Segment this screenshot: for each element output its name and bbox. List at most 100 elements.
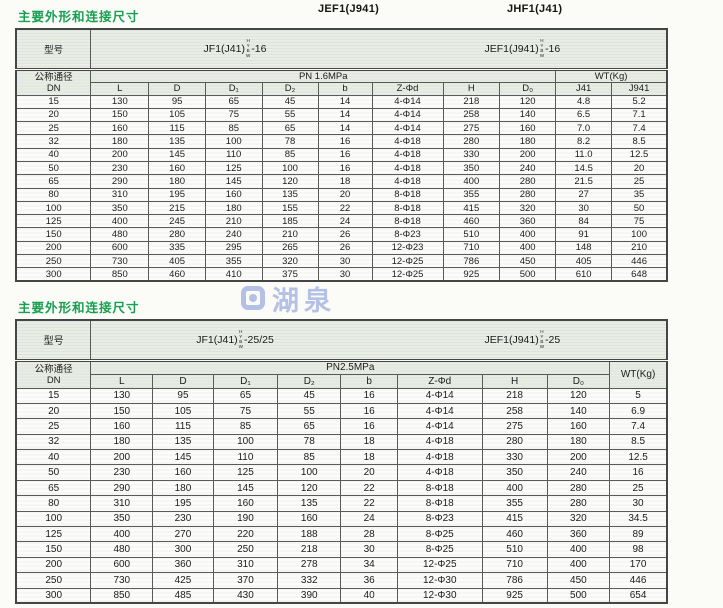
- cell: 6.5: [555, 107, 613, 123]
- cell: 230: [152, 510, 214, 528]
- cell: 180: [148, 174, 206, 189]
- col-D2: D₂: [277, 373, 342, 389]
- cell: 100: [261, 160, 319, 176]
- cell: 12-Φ25: [371, 267, 444, 282]
- cell: 200: [499, 147, 557, 162]
- col-L: L: [90, 373, 154, 389]
- cell: 115: [152, 418, 214, 435]
- table-row: 250 730 425 370 332 36 12-Φ30 786 450 446: [15, 572, 668, 589]
- cell: 21.5: [555, 174, 613, 189]
- table-row: 65 290 180 145 120 22 8-Φ18 400 280 25: [15, 479, 668, 497]
- cell: 16: [340, 418, 398, 435]
- watermark-logo-icon: [241, 286, 265, 310]
- cell: 24: [340, 510, 398, 528]
- pn-header: PN 1.6MPa: [90, 68, 557, 83]
- cell: 230: [90, 160, 150, 176]
- cell: 160: [90, 418, 154, 435]
- table-row: 32 180 135 100 78 16 4-Φ18 280 180 8.2 8.5: [15, 134, 668, 149]
- table-row: 15 130 95 65 45 14 4-Φ14 218 120 4.8 5.2: [15, 94, 668, 109]
- cell: 85: [204, 121, 263, 136]
- cell: 65: [212, 387, 279, 404]
- cell: 22: [340, 495, 398, 512]
- cell: 16: [340, 402, 398, 420]
- cell: 280: [148, 227, 206, 242]
- cell: 16: [317, 147, 373, 162]
- model-suffix: -25/25: [244, 333, 274, 346]
- model-label: 型号: [15, 319, 92, 362]
- cell: 200: [546, 449, 611, 466]
- cell: 34: [340, 556, 398, 574]
- cell: 15: [15, 387, 92, 404]
- cell: 210: [261, 227, 319, 242]
- cell: 405: [148, 254, 206, 269]
- cell: 355: [204, 254, 263, 269]
- table-row: 40 200 145 110 85 18 4-Φ18 330 200 12.5: [15, 449, 668, 466]
- dn-label: 公称通径: [34, 71, 73, 83]
- cell: 330: [481, 449, 548, 466]
- cell: 170: [609, 556, 668, 574]
- cell: 89: [609, 526, 668, 543]
- table-row: 50 230 160 125 100 16 4-Φ18 350 240 14.5 20: [15, 160, 668, 176]
- cell: 34.5: [609, 510, 668, 528]
- table-row: 25 160 115 85 65 16 4-Φ14 275 160 7.4: [15, 418, 668, 435]
- cell: 258: [481, 402, 548, 420]
- cell: 45: [261, 94, 319, 109]
- cell: 310: [90, 187, 150, 202]
- cell: 415: [442, 200, 501, 216]
- cell: 80: [15, 187, 92, 202]
- cell: 7.4: [611, 121, 668, 136]
- cell: 4-Φ18: [396, 449, 483, 466]
- col-b: b: [317, 81, 373, 96]
- cell: 12-Φ30: [396, 587, 483, 604]
- cell: 135: [148, 134, 206, 149]
- col-b: b: [340, 373, 398, 389]
- cell: 480: [90, 227, 150, 242]
- table-row: 20 150 105 75 55 16 4-Φ14 258 140 6.9: [15, 402, 668, 420]
- pressure-row: 公称通径 DN PN2.5MPa WT(Kg): [15, 359, 668, 389]
- cell: 4-Φ18: [396, 464, 483, 481]
- cell: 265: [261, 240, 319, 256]
- cell: 6.9: [609, 402, 668, 420]
- cell: 4-Φ14: [396, 387, 483, 404]
- cell: 160: [212, 495, 279, 512]
- model-prefix: JF1(J41): [203, 42, 245, 55]
- cell: 4-Φ14: [396, 402, 483, 420]
- cell: 330: [442, 147, 501, 162]
- cell: 400: [546, 541, 611, 558]
- cell: 8-Φ25: [396, 526, 483, 543]
- model-suffix: -25: [545, 333, 561, 346]
- cell: 30: [340, 541, 398, 558]
- cell: 80: [15, 495, 92, 512]
- cell: 390: [277, 587, 342, 604]
- model-prefix: JEF1(J941): [484, 333, 539, 346]
- cell: 20: [317, 187, 373, 202]
- cell: 350: [481, 464, 548, 481]
- dn-header: 公称通径 DN: [15, 68, 92, 96]
- stack-letter: H: [239, 329, 243, 335]
- cell: 290: [90, 479, 154, 497]
- cell: 120: [261, 174, 319, 189]
- col-D: D: [152, 373, 214, 389]
- cell: 75: [204, 107, 263, 123]
- cell: 400: [481, 479, 548, 497]
- cell: 40: [340, 587, 398, 604]
- col-D: D: [148, 81, 206, 96]
- cell: 125: [204, 160, 263, 176]
- dn-unit: DN: [46, 374, 61, 386]
- cell: 45: [277, 387, 342, 404]
- cell: 7.4: [609, 418, 668, 435]
- stack-letter: W: [238, 343, 244, 349]
- stack-letter: B: [246, 47, 250, 53]
- cell: 275: [481, 418, 548, 435]
- cell: 28: [340, 526, 398, 543]
- cell: 22: [317, 200, 373, 216]
- pn-header: PN2.5MPa: [90, 359, 611, 375]
